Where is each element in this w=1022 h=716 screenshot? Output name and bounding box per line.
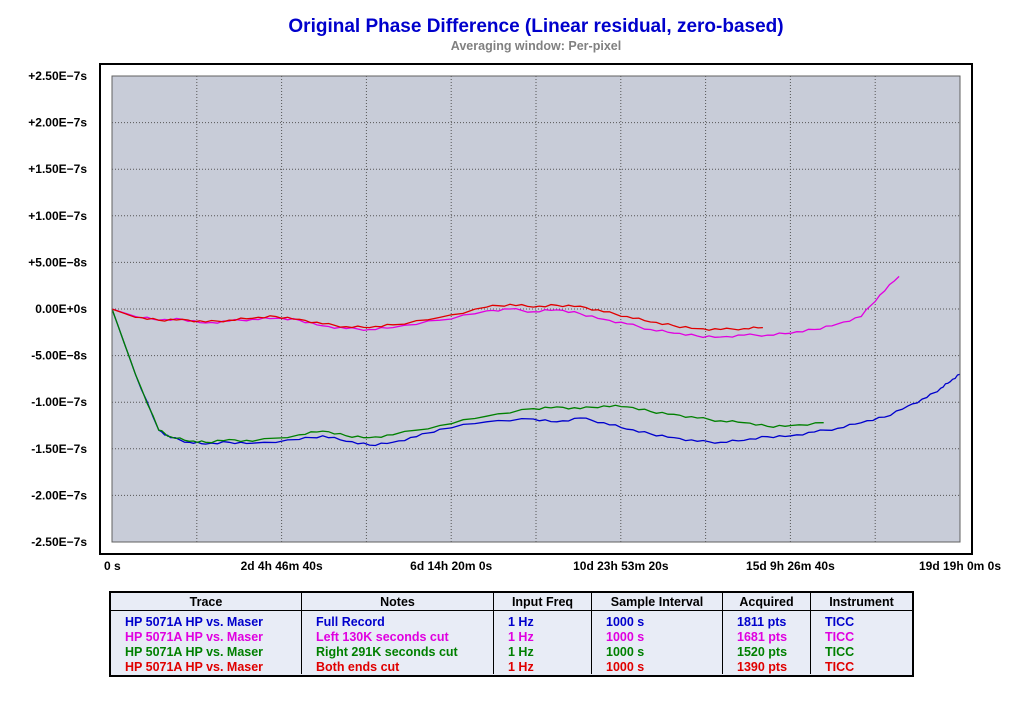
- legend-cell-input-freq: 1 Hz: [493, 610, 592, 629]
- legend-header-row: Trace Notes Input Freq Sample Interval A…: [111, 593, 912, 611]
- y-tick-label: -1.00E−7s: [31, 395, 87, 409]
- plot-frame: [99, 63, 973, 555]
- legend-cell-instrument: TICC: [825, 614, 855, 629]
- legend-cell-instrument: TICC: [825, 644, 855, 659]
- legend-table: Trace Notes Input Freq Sample Interval A…: [109, 591, 914, 677]
- legend-row: HP 5071A HP vs. Maser Left 130K seconds c…: [111, 629, 912, 644]
- legend-header-notes: Notes: [301, 593, 494, 611]
- legend-cell-acquired: 1681 pts: [722, 629, 811, 644]
- y-tick-label: +1.00E−7s: [28, 209, 87, 223]
- legend-cell-instrument: TICC: [825, 629, 855, 644]
- legend-cell-trace: HP 5071A HP vs. Maser: [111, 610, 302, 629]
- grid: [112, 76, 960, 542]
- y-axis-ticks: +2.50E−7s +2.00E−7s +1.50E−7s +1.00E−7s +5.0…: [28, 69, 87, 549]
- legend-cell-input-freq: 1 Hz: [493, 644, 592, 659]
- legend-cell-sample-interval: 1000 s: [591, 659, 723, 674]
- x-tick-label: 10d 23h 53m 20s: [573, 559, 669, 573]
- legend-row: HP 5071A HP vs. Maser Right 291K seconds …: [111, 644, 912, 659]
- legend-cell-acquired: 1811 pts: [722, 610, 811, 629]
- legend-header-sample-interval: Sample Interval: [591, 593, 723, 611]
- legend-header-instrument: Instrument: [810, 593, 912, 611]
- y-tick-label: +2.00E−7s: [28, 116, 87, 130]
- legend-cell-sample-interval: 1000 s: [591, 610, 723, 629]
- series-line-3: [111, 308, 824, 444]
- x-axis-ticks: 0 s 2d 4h 46m 40s 6d 14h 20m 0s 10d 23h 53m…: [104, 559, 1001, 573]
- legend-cell-acquired: 1520 pts: [722, 644, 811, 659]
- y-tick-label: +2.50E−7s: [28, 69, 87, 83]
- chart-subtitle: Averaging window: Per-pixel: [450, 39, 622, 53]
- x-tick-label: 15d 9h 26m 40s: [746, 559, 835, 573]
- series-line-4: [111, 303, 763, 331]
- legend-header-trace: Trace: [111, 593, 302, 611]
- outer-frame: [99, 63, 973, 555]
- x-tick-label: 2d 4h 46m 40s: [241, 559, 323, 573]
- legend-row: HP 5071A HP vs. Maser Both ends cut 1 Hz 10…: [111, 659, 912, 674]
- legend-cell-sample-interval: 1000 s: [591, 629, 723, 644]
- chart-title: Original Phase Difference (Linear residu…: [288, 16, 784, 37]
- x-tick-label: 19d 19h 0m 0s: [919, 559, 1001, 573]
- y-tick-label: 0.00E+0s: [35, 302, 87, 316]
- series-layer: [111, 275, 961, 447]
- legend-cell-notes: Right 291K seconds cut: [301, 644, 494, 659]
- legend-cell-acquired: 1390 pts: [722, 659, 811, 674]
- legend-cell-notes: Both ends cut: [301, 659, 494, 674]
- legend-header-input-freq: Input Freq: [493, 593, 592, 611]
- y-tick-label: +5.00E−8s: [28, 255, 87, 269]
- legend-cell-sample-interval: 1000 s: [591, 644, 723, 659]
- phase-chart: +2.50E−7s +2.00E−7s +1.50E−7s +1.00E−7s +5.0…: [28, 63, 1001, 573]
- legend-cell-input-freq: 1 Hz: [493, 659, 592, 674]
- y-tick-label: -1.50E−7s: [31, 442, 87, 456]
- x-tick-label: 0 s: [104, 559, 121, 573]
- y-tick-label: -2.00E−7s: [31, 488, 87, 502]
- legend-cell-instrument: TICC: [825, 659, 855, 674]
- legend-cell-trace: HP 5071A HP vs. Maser: [111, 659, 302, 674]
- y-tick-label: -2.50E−7s: [31, 535, 87, 549]
- inner-frame: [111, 75, 961, 543]
- y-tick-label: +1.50E−7s: [28, 162, 87, 176]
- legend-cell-trace: HP 5071A HP vs. Maser: [111, 644, 302, 659]
- legend-header-acquired: Acquired: [722, 593, 811, 611]
- legend-cell-trace: HP 5071A HP vs. Maser: [111, 629, 302, 644]
- y-tick-label: -5.00E−8s: [31, 349, 87, 363]
- series-line-1: [111, 308, 961, 447]
- legend-cell-notes: Left 130K seconds cut: [301, 629, 494, 644]
- x-tick-label: 6d 14h 20m 0s: [410, 559, 492, 573]
- legend-cell-input-freq: 1 Hz: [493, 629, 592, 644]
- legend-row: HP 5071A HP vs. Maser Full Record 1 Hz 1000…: [111, 610, 912, 629]
- legend-cell-notes: Full Record: [301, 610, 494, 629]
